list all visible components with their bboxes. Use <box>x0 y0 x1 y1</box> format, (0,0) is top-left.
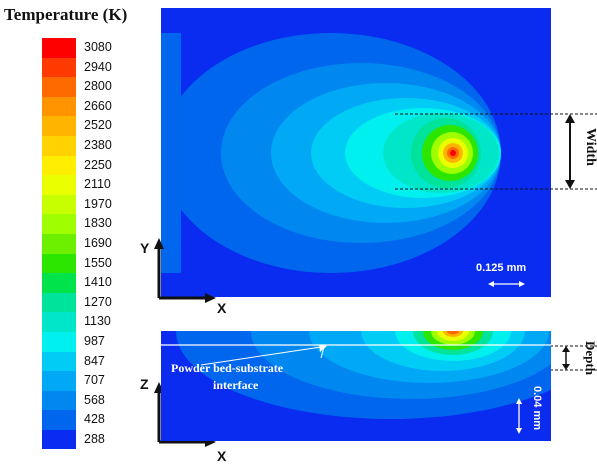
legend-value: 987 <box>84 333 105 348</box>
legend-swatch <box>42 116 76 136</box>
legend-value: 568 <box>84 392 105 407</box>
legend-value: 2380 <box>84 137 112 152</box>
legend-swatch <box>42 371 76 391</box>
side-scale-label: 0.04 mm <box>531 386 543 431</box>
legend-swatch <box>42 175 76 195</box>
legend-swatch <box>42 429 76 450</box>
interface-annotation-line1: Powder bed-substrate <box>171 361 284 375</box>
legend-swatch <box>42 351 76 372</box>
legend-value: 847 <box>84 353 105 368</box>
side-z-axis-label: Z <box>140 376 149 392</box>
legend-value: 2800 <box>84 79 112 94</box>
depth-label: Depth <box>583 341 597 375</box>
legend-swatch <box>42 331 76 352</box>
legend-value: 1550 <box>84 255 112 270</box>
top-scale-label: 0.125 mm <box>476 262 527 274</box>
legend-value: 707 <box>84 373 105 388</box>
legend-swatch <box>42 253 76 274</box>
legend-swatch <box>42 135 76 156</box>
interface-annotation-line2: interface <box>213 378 259 392</box>
top-view-contour <box>161 8 551 297</box>
legend-swatch <box>42 214 76 234</box>
legend-swatch <box>42 233 76 254</box>
legend-swatch <box>42 312 76 332</box>
legend-swatch <box>42 77 76 97</box>
legend-value: 1130 <box>84 314 111 329</box>
legend-value: 2940 <box>84 59 112 74</box>
legend-labels: 3080 2940 2800 2660 2520 2380 2250 2110 1970 1830… <box>84 38 112 449</box>
legend-swatch <box>42 273 76 293</box>
legend-value: 1830 <box>84 216 112 231</box>
legend-value: 2250 <box>84 157 112 172</box>
legend-value: 1270 <box>84 294 112 309</box>
side-x-axis-label: X <box>217 448 227 464</box>
legend-value: 3080 <box>84 40 112 54</box>
legend-swatch <box>42 38 76 58</box>
contour-3080 <box>450 150 456 156</box>
legend-swatch <box>42 194 76 215</box>
side-view-contour: Powder bed-substrate interface <box>161 331 551 441</box>
legend-swatch <box>42 390 76 411</box>
width-label: Width <box>583 128 597 166</box>
legend-value: 1690 <box>84 235 112 250</box>
legend-swatch <box>42 155 76 176</box>
legend-value: 2110 <box>84 177 111 192</box>
contour-2800 <box>447 331 459 335</box>
legend-swatch <box>42 57 76 78</box>
legend-value: 2660 <box>84 98 112 113</box>
legend-value: 1410 <box>84 275 112 290</box>
color-legend <box>42 38 76 450</box>
legend-swatch <box>42 292 76 313</box>
legend-value: 2520 <box>84 118 112 133</box>
legend-value: 1970 <box>84 196 112 211</box>
legend-title: Temperature (K) <box>4 5 128 24</box>
top-y-axis-label: Y <box>140 240 150 256</box>
top-x-axis-label: X <box>217 300 227 316</box>
legend-swatch <box>42 96 76 117</box>
legend-value: 288 <box>84 431 105 446</box>
legend-value: 428 <box>84 412 105 427</box>
legend-swatch <box>42 410 76 430</box>
